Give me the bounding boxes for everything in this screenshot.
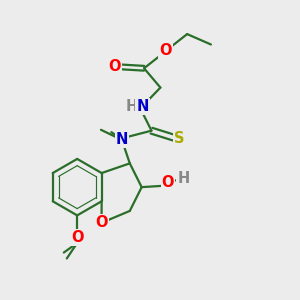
Text: H: H xyxy=(177,171,189,186)
Text: O: O xyxy=(162,175,174,190)
Text: N: N xyxy=(136,99,149,114)
Text: O: O xyxy=(108,59,121,74)
Text: S: S xyxy=(174,130,184,146)
Text: O: O xyxy=(95,215,108,230)
Text: N: N xyxy=(116,132,128,147)
Text: O: O xyxy=(71,230,83,245)
Text: H: H xyxy=(126,99,138,114)
Text: O: O xyxy=(159,43,172,58)
